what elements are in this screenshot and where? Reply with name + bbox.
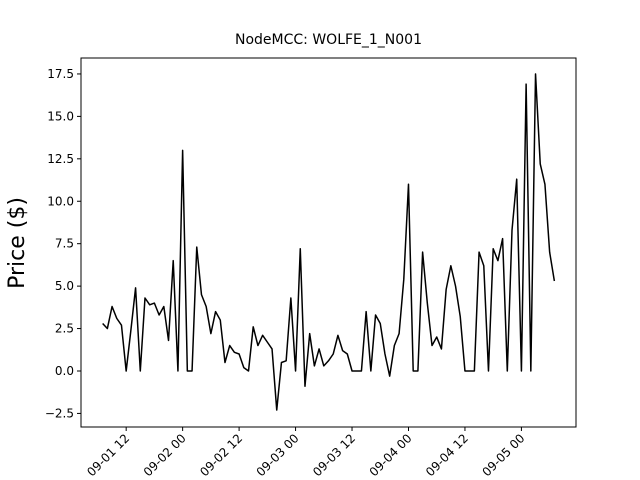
x-tick-label: 09-04 00 [367, 431, 415, 479]
price-line [102, 73, 556, 411]
x-tick-label: 09-03 12 [310, 431, 358, 479]
x-tick-label: 09-03 00 [254, 431, 302, 479]
x-tick-label: 09-05 00 [479, 431, 527, 479]
y-tick-label: 7.5 [55, 237, 74, 251]
x-tick-label: 09-04 12 [423, 431, 471, 479]
y-tick-label: 10.0 [47, 194, 74, 208]
y-tick-label: −2.5 [45, 406, 74, 420]
y-tick-label: 5.0 [55, 279, 74, 293]
y-tick-label: 0.0 [55, 364, 74, 378]
x-tick-label: 09-02 12 [197, 431, 245, 479]
y-axis-label: Price ($) [5, 197, 30, 289]
y-tick-label: 15.0 [47, 109, 74, 123]
plot-frame [80, 57, 577, 428]
x-tick-label: 09-02 00 [141, 431, 189, 479]
y-tick-label: 12.5 [47, 152, 74, 166]
y-tick-label: 2.5 [55, 322, 74, 336]
y-tick-label: 17.5 [47, 67, 74, 81]
chart-title: NodeMCC: WOLFE_1_N001 [235, 32, 422, 48]
x-tick-label: 09-01 12 [84, 431, 132, 479]
